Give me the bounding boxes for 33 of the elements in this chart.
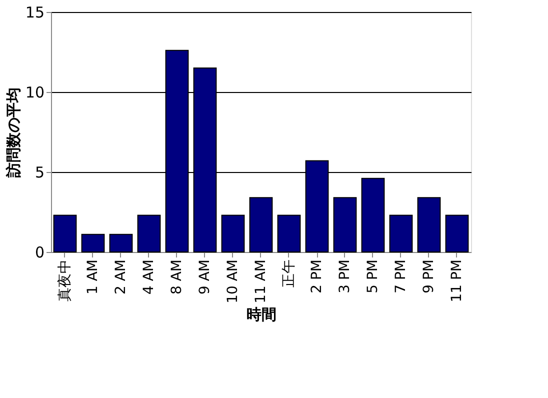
x-tick-label: 1 AM <box>85 260 101 295</box>
bar <box>221 214 245 252</box>
y-axis-title: 訪問数の平均 <box>4 88 22 178</box>
x-tick-label: 7 PM <box>393 260 409 294</box>
y-tick-label: 5 <box>34 164 44 182</box>
x-tick-label: 5 PM <box>365 260 381 294</box>
bar <box>249 197 273 252</box>
x-tick-label: 2 PM <box>309 260 325 294</box>
x-tick-label: 8 AM <box>169 260 185 295</box>
x-tick-label: 11 AM <box>253 260 269 304</box>
x-tick-label: 正午 <box>281 260 297 288</box>
y-tick-label: 15 <box>25 4 44 22</box>
bar <box>361 178 385 252</box>
y-tick-label: 10 <box>25 84 44 102</box>
bar <box>277 214 301 252</box>
bar <box>333 197 357 252</box>
x-axis-title: 時間 <box>246 305 276 324</box>
bar <box>417 197 441 252</box>
bar <box>389 214 413 252</box>
x-tick-label: 10 AM <box>225 260 241 304</box>
x-tick-label: 9 PM <box>421 260 437 294</box>
x-tick-label: 2 AM <box>113 260 129 295</box>
x-tick-label: 11 PM <box>449 260 465 302</box>
bar <box>109 234 133 252</box>
x-tick-label: 真夜中 <box>57 260 73 302</box>
x-tick-label: 9 AM <box>197 260 213 295</box>
bar <box>81 234 105 252</box>
x-tick-label: 4 AM <box>141 260 157 295</box>
y-tick-label: 0 <box>34 244 44 262</box>
x-tick-label: 3 PM <box>337 260 353 294</box>
bar <box>53 214 77 252</box>
bar <box>445 214 469 252</box>
bar <box>137 214 161 252</box>
